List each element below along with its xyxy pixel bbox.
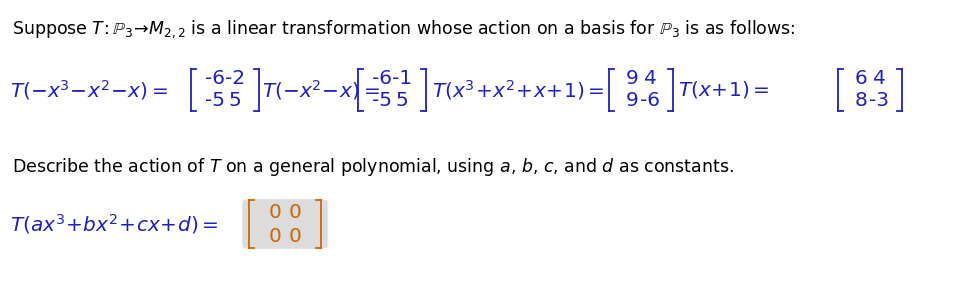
Text: 0: 0 <box>268 227 281 245</box>
Text: -6: -6 <box>372 69 391 88</box>
Text: 5: 5 <box>229 92 241 110</box>
Text: -3: -3 <box>868 92 888 110</box>
Text: -5: -5 <box>372 92 391 110</box>
Text: 6: 6 <box>854 69 866 88</box>
Text: 5: 5 <box>395 92 408 110</box>
Text: Suppose $T\!: \mathbb{P}_3\!\rightarrow\!M_{2,2}$ is a linear transformation who: Suppose $T\!: \mathbb{P}_3\!\rightarrow\… <box>12 18 795 39</box>
Text: 4: 4 <box>642 69 656 88</box>
Text: -5: -5 <box>204 92 225 110</box>
Text: Describe the action of $T$ on a general polynomial, using $a$, $b$, $c$, and $d$: Describe the action of $T$ on a general … <box>12 156 734 178</box>
FancyBboxPatch shape <box>242 199 328 249</box>
Text: $T(-x^2\!-\!x)=$: $T(-x^2\!-\!x)=$ <box>262 78 380 102</box>
Text: $T(ax^3\!+\!bx^2\!+\!cx\!+\!d)=$: $T(ax^3\!+\!bx^2\!+\!cx\!+\!d)=$ <box>10 212 218 236</box>
Text: -6: -6 <box>204 69 225 88</box>
Text: 9: 9 <box>625 69 638 88</box>
Text: $T(-x^3\!-\!x^2\!-\!x)=$: $T(-x^3\!-\!x^2\!-\!x)=$ <box>10 78 169 102</box>
Text: $T(x\!+\!1)=$: $T(x\!+\!1)=$ <box>677 80 768 100</box>
Text: -1: -1 <box>391 69 412 88</box>
Text: $T(x^3\!+\!x^2\!+\!x\!+\!1)=$: $T(x^3\!+\!x^2\!+\!x\!+\!1)=$ <box>431 78 604 102</box>
Text: 9: 9 <box>625 92 638 110</box>
Text: 4: 4 <box>872 69 885 88</box>
Text: 0: 0 <box>268 202 281 221</box>
Text: 0: 0 <box>288 202 301 221</box>
Text: -6: -6 <box>640 92 659 110</box>
Text: 8: 8 <box>854 92 866 110</box>
Text: -2: -2 <box>225 69 245 88</box>
Text: 0: 0 <box>288 227 301 245</box>
